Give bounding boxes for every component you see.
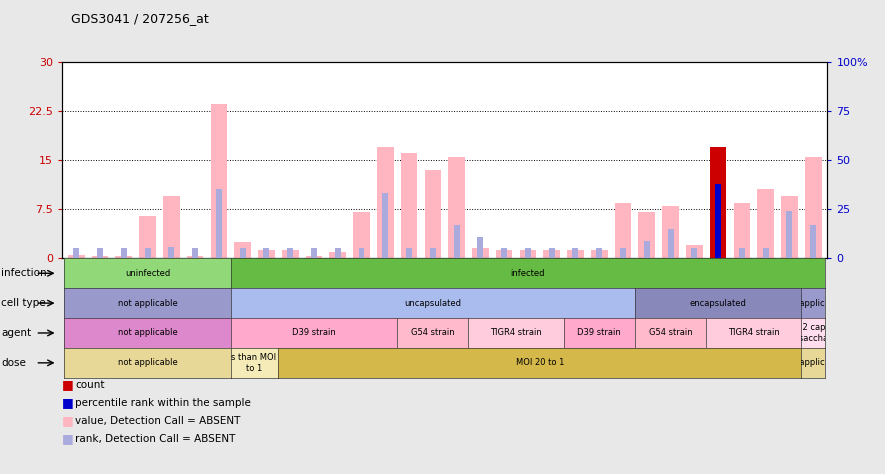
Bar bbox=[501, 248, 507, 258]
Bar bbox=[758, 190, 774, 258]
Text: value, Detection Call = ABSENT: value, Detection Call = ABSENT bbox=[75, 416, 241, 426]
Text: uncapsulated: uncapsulated bbox=[404, 299, 461, 308]
Bar bbox=[264, 248, 269, 258]
Bar bbox=[430, 248, 435, 258]
Text: D39 strain: D39 strain bbox=[292, 328, 335, 337]
Text: ■: ■ bbox=[62, 378, 73, 392]
Bar bbox=[715, 183, 721, 258]
Text: TIGR4 strain: TIGR4 strain bbox=[727, 328, 780, 337]
Bar bbox=[496, 250, 512, 258]
Text: ■: ■ bbox=[62, 414, 73, 428]
Text: GDS3041 / 207256_at: GDS3041 / 207256_at bbox=[71, 12, 209, 25]
Bar bbox=[401, 154, 418, 258]
Bar bbox=[168, 246, 174, 258]
Text: not applicable: not applicable bbox=[783, 358, 843, 367]
Bar bbox=[73, 248, 79, 258]
Bar bbox=[643, 241, 650, 258]
Bar bbox=[811, 225, 816, 258]
Bar bbox=[139, 216, 156, 258]
Bar bbox=[449, 157, 465, 258]
Bar bbox=[97, 248, 103, 258]
Text: not applicable: not applicable bbox=[783, 299, 843, 308]
Bar bbox=[710, 256, 727, 258]
Bar bbox=[288, 248, 293, 258]
Bar bbox=[691, 248, 697, 258]
Bar bbox=[216, 190, 222, 258]
Bar bbox=[638, 212, 655, 258]
Bar bbox=[187, 255, 204, 258]
Text: rank, Detection Call = ABSENT: rank, Detection Call = ABSENT bbox=[75, 434, 235, 444]
Text: encapsulated: encapsulated bbox=[689, 299, 747, 308]
Bar bbox=[92, 256, 108, 258]
Bar bbox=[715, 183, 721, 258]
Text: G54 strain: G54 strain bbox=[411, 328, 455, 337]
Bar bbox=[662, 206, 679, 258]
Bar bbox=[525, 248, 531, 258]
Bar bbox=[454, 225, 459, 258]
Bar bbox=[120, 248, 127, 258]
Bar bbox=[115, 256, 132, 258]
Bar bbox=[804, 157, 821, 258]
Bar bbox=[686, 245, 703, 258]
Bar bbox=[620, 248, 626, 258]
Bar bbox=[519, 250, 536, 258]
Text: ■: ■ bbox=[62, 432, 73, 446]
Bar bbox=[335, 248, 341, 258]
Bar bbox=[258, 250, 274, 258]
Bar bbox=[549, 248, 555, 258]
Bar bbox=[377, 147, 394, 258]
Bar bbox=[615, 202, 631, 258]
Text: G54 strain: G54 strain bbox=[649, 328, 692, 337]
Bar bbox=[425, 170, 441, 258]
Bar bbox=[543, 250, 560, 258]
Text: type 2 capsular
polysaccharide: type 2 capsular polysaccharide bbox=[781, 323, 846, 343]
Text: TIGR4 strain: TIGR4 strain bbox=[490, 328, 542, 337]
Bar bbox=[710, 147, 727, 258]
Bar bbox=[358, 248, 365, 258]
Text: not applicable: not applicable bbox=[118, 358, 177, 367]
Text: percentile rank within the sample: percentile rank within the sample bbox=[75, 398, 251, 408]
Bar bbox=[477, 237, 483, 258]
Bar bbox=[472, 248, 489, 258]
Text: D39 strain: D39 strain bbox=[577, 328, 621, 337]
Bar bbox=[353, 212, 370, 258]
Text: dose: dose bbox=[1, 358, 26, 368]
Bar bbox=[781, 196, 797, 258]
Text: infection: infection bbox=[1, 268, 47, 278]
Bar bbox=[281, 250, 298, 258]
Bar bbox=[567, 250, 584, 258]
Bar bbox=[240, 248, 246, 258]
Bar bbox=[596, 248, 602, 258]
Text: infected: infected bbox=[511, 269, 545, 278]
Bar bbox=[787, 211, 792, 258]
Text: not applicable: not applicable bbox=[118, 328, 177, 337]
Bar bbox=[382, 193, 389, 258]
Bar bbox=[734, 202, 750, 258]
Bar bbox=[573, 248, 579, 258]
Bar bbox=[305, 255, 322, 258]
Text: not applicable: not applicable bbox=[118, 299, 177, 308]
Bar bbox=[667, 229, 673, 258]
Bar bbox=[739, 248, 745, 258]
Text: count: count bbox=[75, 380, 104, 390]
Bar bbox=[406, 248, 412, 258]
Bar bbox=[329, 252, 346, 258]
Text: MOI 20 to 1: MOI 20 to 1 bbox=[516, 358, 564, 367]
Bar bbox=[68, 255, 85, 258]
Bar bbox=[163, 196, 180, 258]
Text: agent: agent bbox=[1, 328, 31, 338]
Bar bbox=[235, 242, 251, 258]
Text: less than MOI 20
to 1: less than MOI 20 to 1 bbox=[219, 353, 289, 373]
Bar bbox=[211, 104, 227, 258]
Bar bbox=[763, 248, 769, 258]
Bar bbox=[311, 248, 317, 258]
Text: uninfected: uninfected bbox=[125, 269, 170, 278]
Bar bbox=[591, 250, 608, 258]
Bar bbox=[192, 248, 198, 258]
Text: ■: ■ bbox=[62, 396, 73, 410]
Text: cell type: cell type bbox=[1, 298, 45, 308]
Bar bbox=[144, 248, 150, 258]
